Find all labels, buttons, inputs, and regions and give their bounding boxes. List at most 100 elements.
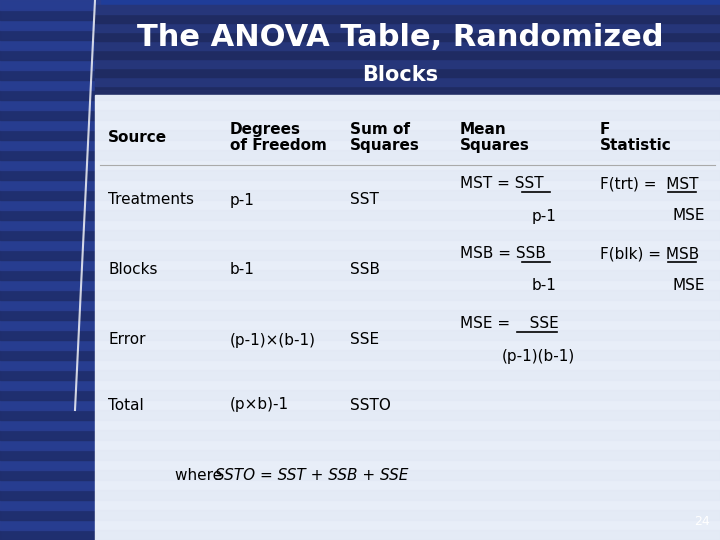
Text: Statistic: Statistic bbox=[600, 138, 672, 153]
Bar bbox=[95, 490, 720, 500]
Bar bbox=[0, 120, 100, 130]
Text: MSE =    SSE: MSE = SSE bbox=[460, 316, 559, 332]
Bar bbox=[0, 90, 100, 100]
Bar bbox=[95, 470, 720, 480]
Bar bbox=[0, 260, 100, 270]
Text: Total: Total bbox=[108, 397, 144, 413]
Bar bbox=[95, 240, 720, 250]
Bar bbox=[95, 180, 720, 190]
Bar bbox=[0, 470, 100, 480]
Bar bbox=[0, 350, 100, 360]
Bar bbox=[95, 260, 720, 270]
Bar bbox=[95, 200, 720, 210]
Point bbox=[692, 189, 701, 195]
Bar bbox=[0, 40, 100, 50]
Bar bbox=[0, 200, 100, 210]
Bar bbox=[0, 210, 100, 220]
Text: p-1: p-1 bbox=[532, 208, 557, 224]
Bar bbox=[0, 330, 100, 340]
Bar bbox=[95, 130, 720, 140]
Bar bbox=[95, 400, 720, 410]
Text: SST: SST bbox=[350, 192, 379, 207]
Text: MSE: MSE bbox=[672, 208, 704, 224]
Bar bbox=[0, 130, 100, 140]
Point bbox=[553, 329, 562, 335]
Bar bbox=[95, 110, 720, 120]
Bar bbox=[0, 440, 100, 450]
Bar bbox=[95, 23, 720, 32]
Bar bbox=[95, 250, 720, 260]
Bar bbox=[0, 370, 100, 380]
Bar bbox=[95, 90, 720, 100]
Bar bbox=[95, 500, 720, 510]
Bar bbox=[0, 430, 100, 440]
Bar bbox=[95, 420, 720, 430]
Bar bbox=[95, 310, 720, 320]
Text: p-1: p-1 bbox=[230, 192, 255, 207]
Text: of Freedom: of Freedom bbox=[230, 138, 327, 153]
Bar bbox=[95, 5, 720, 14]
Bar bbox=[95, 370, 720, 380]
Bar bbox=[0, 290, 100, 300]
Text: SSE: SSE bbox=[350, 333, 379, 348]
Text: MSE: MSE bbox=[672, 279, 704, 294]
Bar bbox=[95, 290, 720, 300]
Point bbox=[91, 0, 99, 3]
Point bbox=[664, 189, 672, 195]
Bar bbox=[0, 170, 100, 180]
Point bbox=[692, 259, 701, 265]
Bar bbox=[95, 170, 720, 180]
Bar bbox=[95, 330, 720, 340]
Text: b-1: b-1 bbox=[230, 262, 255, 278]
Text: SSTO = SST + SSB + SSE: SSTO = SST + SSB + SSE bbox=[215, 468, 408, 483]
Bar bbox=[95, 150, 720, 160]
Bar bbox=[95, 340, 720, 350]
Text: Squares: Squares bbox=[460, 138, 530, 153]
Bar bbox=[95, 520, 720, 530]
Bar bbox=[95, 440, 720, 450]
Bar bbox=[0, 490, 100, 500]
Text: (p-1)×(b-1): (p-1)×(b-1) bbox=[230, 333, 316, 348]
Bar bbox=[95, 32, 720, 41]
Bar bbox=[0, 190, 100, 200]
Bar bbox=[0, 380, 100, 390]
Bar bbox=[95, 210, 720, 220]
Bar bbox=[0, 0, 100, 10]
Bar bbox=[0, 410, 100, 420]
Bar bbox=[0, 400, 100, 410]
Text: (p×b)-1: (p×b)-1 bbox=[230, 397, 289, 413]
Bar bbox=[95, 50, 720, 59]
Bar bbox=[0, 340, 100, 350]
Bar bbox=[0, 510, 100, 520]
Bar bbox=[0, 420, 100, 430]
Text: Source: Source bbox=[108, 130, 167, 145]
Bar bbox=[0, 310, 100, 320]
Bar bbox=[95, 430, 720, 440]
Text: where: where bbox=[175, 468, 227, 483]
Text: Blocks: Blocks bbox=[108, 262, 158, 278]
Bar bbox=[0, 110, 100, 120]
Bar bbox=[0, 30, 100, 40]
Bar bbox=[95, 270, 720, 280]
Bar bbox=[95, 480, 720, 490]
Bar bbox=[95, 230, 720, 240]
Text: The ANOVA Table, Randomized: The ANOVA Table, Randomized bbox=[137, 24, 663, 52]
Bar bbox=[0, 140, 100, 150]
Text: Treatments: Treatments bbox=[108, 192, 194, 207]
Bar bbox=[0, 390, 100, 400]
Point bbox=[513, 329, 521, 335]
Text: Squares: Squares bbox=[350, 138, 420, 153]
Bar bbox=[0, 70, 100, 80]
Bar bbox=[95, 95, 720, 540]
Text: SSB: SSB bbox=[350, 262, 380, 278]
Bar bbox=[0, 60, 100, 70]
Text: Error: Error bbox=[108, 333, 145, 348]
Bar bbox=[95, 59, 720, 68]
Text: MSB = SSB: MSB = SSB bbox=[460, 246, 546, 261]
Bar bbox=[95, 41, 720, 50]
Bar bbox=[95, 390, 720, 400]
Bar bbox=[95, 280, 720, 290]
Point bbox=[518, 189, 526, 195]
Text: SSTO: SSTO bbox=[350, 397, 391, 413]
Bar bbox=[0, 10, 100, 20]
